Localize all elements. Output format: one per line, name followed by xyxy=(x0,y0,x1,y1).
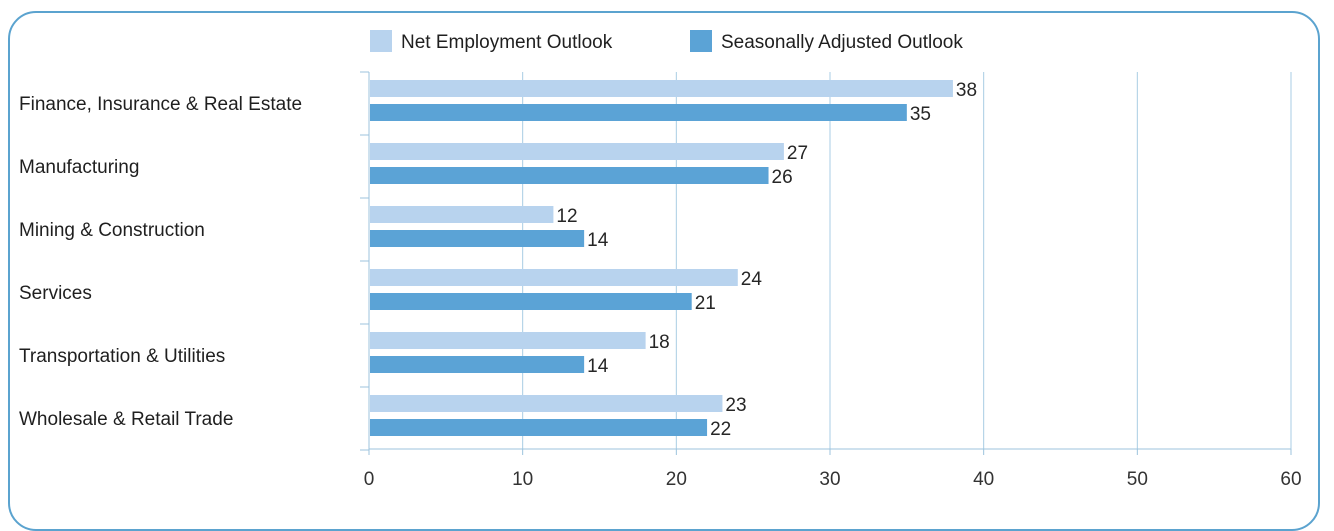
data-label: 24 xyxy=(741,269,763,290)
x-tick-label: 60 xyxy=(1280,469,1301,490)
category-label: Mining & Construction xyxy=(19,220,205,241)
data-label: 22 xyxy=(710,419,731,440)
legend-label: Seasonally Adjusted Outlook xyxy=(721,32,963,53)
legend-label: Net Employment Outlook xyxy=(401,32,613,53)
legend: Net Employment Outlook Seasonally Adjuste… xyxy=(370,30,963,53)
grid-lines xyxy=(522,72,1292,449)
bar-seasonally-adjusted xyxy=(370,167,769,184)
category-label: Wholesale & Retail Trade xyxy=(19,409,233,430)
data-label: 21 xyxy=(695,293,716,314)
bar-net-employment xyxy=(370,80,953,97)
legend-swatch xyxy=(690,30,712,52)
labels: 0 10 20 30 40 50 60 Finance, Insurance & Real E… xyxy=(19,80,1302,490)
category-label: Services xyxy=(19,283,92,304)
x-tick-label: 50 xyxy=(1127,469,1148,490)
data-label: 38 xyxy=(956,80,977,101)
bar-net-employment xyxy=(370,143,784,160)
data-label: 14 xyxy=(587,230,609,251)
legend-swatch xyxy=(370,30,392,52)
bar-seasonally-adjusted xyxy=(370,419,708,436)
axes xyxy=(360,71,1292,455)
bar-seasonally-adjusted xyxy=(370,230,585,247)
data-label: 26 xyxy=(772,167,793,188)
x-tick-label: 10 xyxy=(512,469,533,490)
x-tick-label: 20 xyxy=(666,469,687,490)
bar-seasonally-adjusted xyxy=(370,104,907,121)
category-label: Transportation & Utilities xyxy=(19,346,225,367)
data-label: 18 xyxy=(649,332,670,353)
bar-net-employment xyxy=(370,206,554,223)
data-label: 27 xyxy=(787,143,808,164)
category-label: Finance, Insurance & Real Estate xyxy=(19,94,302,115)
bar-net-employment xyxy=(370,395,723,412)
bar-net-employment xyxy=(370,332,646,349)
bar-chart: 0 10 20 30 40 50 60 Finance, Insurance & Real E… xyxy=(19,30,1302,490)
x-tick-label: 30 xyxy=(819,469,840,490)
data-label: 12 xyxy=(556,206,577,227)
x-tick-label: 0 xyxy=(364,469,375,490)
data-label: 35 xyxy=(910,104,931,125)
x-tick-label: 40 xyxy=(973,469,994,490)
bar-seasonally-adjusted xyxy=(370,356,585,373)
bars xyxy=(370,80,953,436)
bar-seasonally-adjusted xyxy=(370,293,692,310)
data-label: 14 xyxy=(587,356,609,377)
bar-net-employment xyxy=(370,269,738,286)
data-label: 23 xyxy=(725,395,746,416)
category-label: Manufacturing xyxy=(19,157,139,178)
